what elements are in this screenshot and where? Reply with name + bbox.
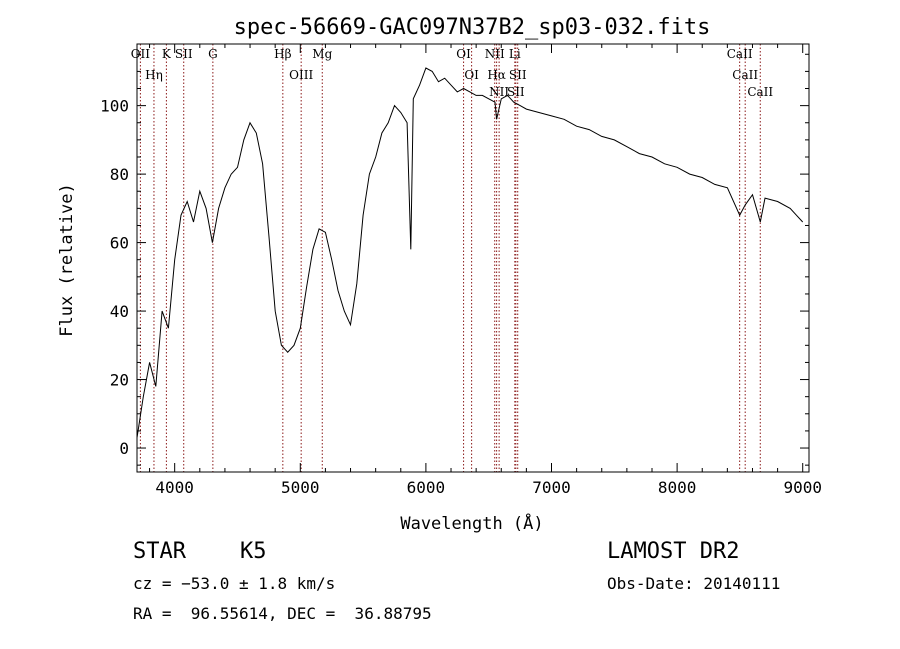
chart-title: spec-56669-GAC097N37B2_sp03-032.fits: [234, 15, 711, 40]
y-tick-label: 100: [100, 97, 129, 116]
x-axis-label: Wavelength (Å): [400, 512, 543, 534]
spectral-line-label: CaII: [732, 68, 758, 82]
plot-frame: [136, 43, 810, 473]
x-tick-label: 5000: [281, 478, 320, 497]
spectral-line-label: NII: [489, 85, 509, 99]
x-tick-label: 4000: [155, 478, 194, 497]
spectral-line-label: Hη: [145, 68, 163, 82]
redshift-readout: cz = −53.0 ± 1.8 km/s: [133, 574, 336, 593]
survey-name: LAMOST DR2: [607, 539, 740, 564]
y-tick-label: 40: [110, 302, 129, 321]
spectral-line-label: K: [162, 47, 172, 61]
series-line-flux: [136, 67, 804, 438]
spectral-line-label: OI: [464, 68, 479, 82]
spectral-line-label: G: [208, 47, 218, 61]
spectral-line-label: CaII: [747, 85, 773, 99]
y-axis-ticks: 0 20 40 60 80 100: [100, 53, 809, 466]
spectral-line-label: Li: [509, 47, 521, 61]
y-tick-label: 0: [119, 439, 129, 458]
y-axis-label: Flux (relative): [57, 183, 77, 337]
spectral-line-label: Mg: [312, 47, 332, 61]
object-subclass: K5: [240, 539, 267, 564]
object-class: STAR: [133, 539, 186, 564]
x-tick-label: 9000: [783, 478, 822, 497]
x-tick-label: 6000: [407, 478, 446, 497]
spectral-line-label: Hα: [487, 68, 506, 82]
y-tick-label: 20: [110, 371, 129, 390]
spectral-line-label: NII: [485, 47, 505, 61]
x-tick-label: 7000: [532, 478, 571, 497]
spectral-line-label: Hβ: [274, 47, 291, 61]
spectral-line-label: SII: [175, 47, 193, 61]
x-tick-label: 8000: [658, 478, 697, 497]
spectral-line-label: CaII: [727, 47, 753, 61]
coordinates-readout: RA = 96.55614, DEC = 36.88795: [133, 604, 432, 623]
spectral-line-label: OIII: [289, 68, 313, 82]
spectral-line-label: OI: [456, 47, 471, 61]
spectral-line-label: SII: [507, 85, 525, 99]
y-tick-label: 60: [110, 234, 129, 253]
observation-date: Obs-Date: 20140111: [607, 574, 781, 593]
spectral-line-label: SII: [509, 68, 527, 82]
x-axis-ticks: 4000 5000 6000 7000 8000 9000: [149, 44, 822, 497]
spectral-line-markers: [139, 44, 761, 472]
y-tick-label: 80: [110, 165, 129, 184]
